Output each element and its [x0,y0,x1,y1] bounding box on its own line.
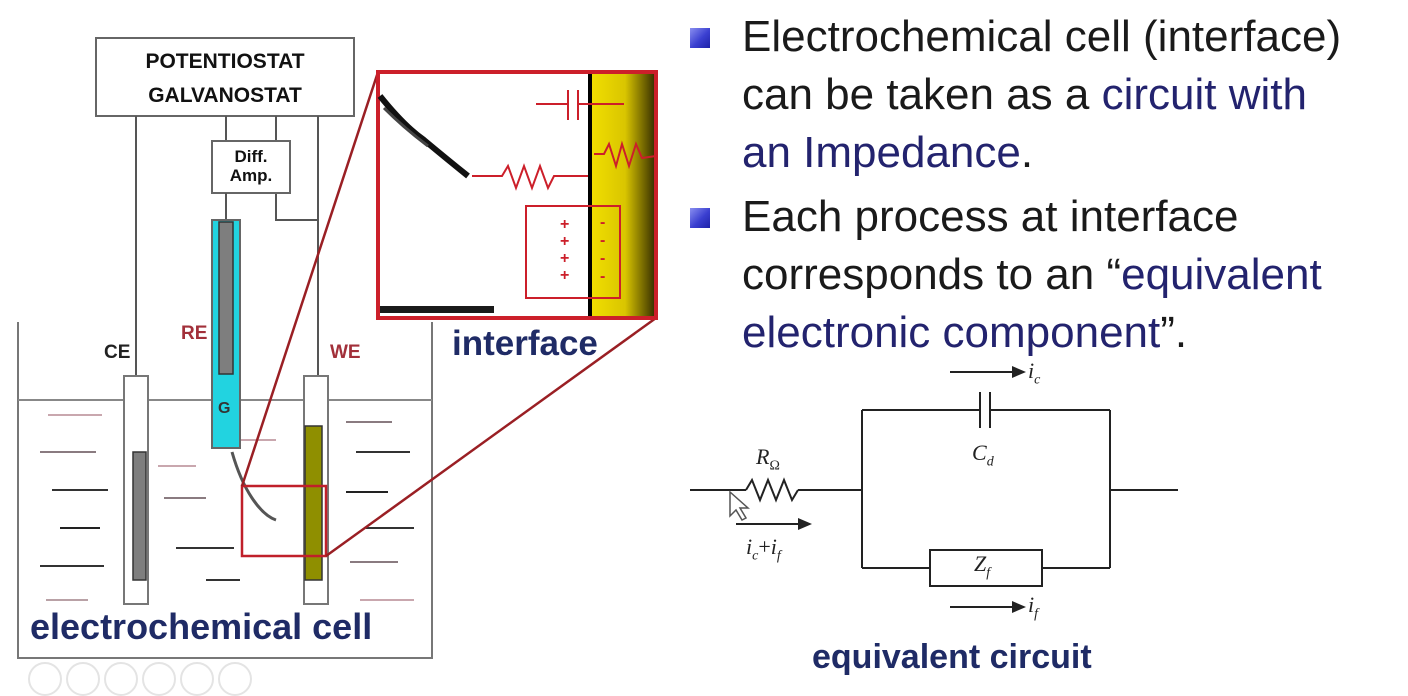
total-current-label: ic+if [746,534,781,564]
electrode-surface [590,74,654,316]
minus-4: - [600,268,606,285]
more-options-icon[interactable] [218,662,252,696]
bullet-1-line-3-end: . [1020,128,1034,177]
bullet-2-icon [690,208,710,228]
diff-amp-box [211,140,291,194]
interface-faradaic-resistor [594,140,657,170]
liquid-streaks [40,414,414,601]
interface-caption: interface [452,324,598,363]
plus-3: + [560,250,570,267]
double-layer-box [525,205,621,299]
ic-arrowhead [1012,366,1026,378]
capillary-tip [377,94,470,179]
ic-label: ic [1028,358,1041,388]
cd-label: Cd [972,440,994,470]
reference-electrode-core [218,221,234,375]
play-icon[interactable] [66,662,100,696]
plus-4: + [560,267,570,284]
zoom-line-top [240,71,380,487]
electrochemical-cell-caption: electrochemical cell [30,606,373,647]
prev-slide-icon[interactable] [28,662,62,696]
amp-to-we-wire [275,193,318,221]
minus-1: - [600,214,606,231]
bullet-2-line-1: Each process at interface [742,192,1239,241]
bullet-1-line-1: Electrochemical cell (interface) [742,12,1342,61]
r-omega-label: RΩ [756,444,780,474]
zoom-region [240,484,328,558]
zf-label: Zf [974,551,991,581]
pen-icon[interactable] [104,662,138,696]
equivalent-circuit-caption: equivalent circuit [812,638,1092,676]
r-omega-resistor [745,477,799,503]
minus-3: - [600,250,606,267]
zoom-line-bottom [325,316,657,558]
bullet-2-line-2: corresponds to an “equivalent [742,246,1322,304]
bullet-1-line-3: an Impedance. [742,124,1033,182]
electrochemical-cell-diagram [17,37,1178,659]
bullet-2-line-3-end: ”. [1160,308,1188,357]
minus-2: - [600,232,606,249]
diff-amp-label-2: Amp. [229,166,273,185]
bullet-2-line-3-highlight: electronic component [742,308,1161,357]
electrode-edge [380,306,494,313]
bullet-1-line-2-text: can be taken as a [742,70,1102,119]
plus-2: + [560,233,570,250]
mouse-cursor [729,490,750,521]
if-arrowhead [1012,601,1026,613]
potentiostat-label: POTENTIOSTAT [145,50,305,73]
bullet-1-line-2: can be taken as a circuit with [742,66,1307,124]
equivalent-circuit [690,371,1178,608]
zf-box [929,549,1043,587]
if-label: if [1028,592,1039,622]
bullet-2-line-3: electronic component”. [742,304,1187,362]
bullet-2-highlight: equivalent [1121,250,1322,299]
bullet-2-line-2-text: corresponds to an “ [742,250,1122,299]
galvanostat-label: GALVANOSTAT [148,84,302,107]
re-label: RE [181,323,208,344]
interface-resistor [472,163,588,191]
bullet-1-line-3-highlight: an Impedance [742,128,1021,177]
potentiostat-box [95,37,355,117]
diff-amp-label-1: Diff. [234,147,268,166]
ce-label: CE [104,342,131,363]
grid-view-icon[interactable] [142,662,176,696]
bullet-1-highlight: circuit with [1101,70,1307,119]
counter-electrode-plate [132,451,147,581]
zoom-icon[interactable] [180,662,214,696]
we-label: WE [330,342,361,363]
bullet-1-icon [690,28,710,48]
plus-1: + [560,216,570,233]
g-label: G [218,400,231,417]
working-electrode-plate [304,425,323,581]
beaker [17,322,433,659]
luggin-capillary [230,451,277,522]
total-current-arrowhead [798,518,812,530]
